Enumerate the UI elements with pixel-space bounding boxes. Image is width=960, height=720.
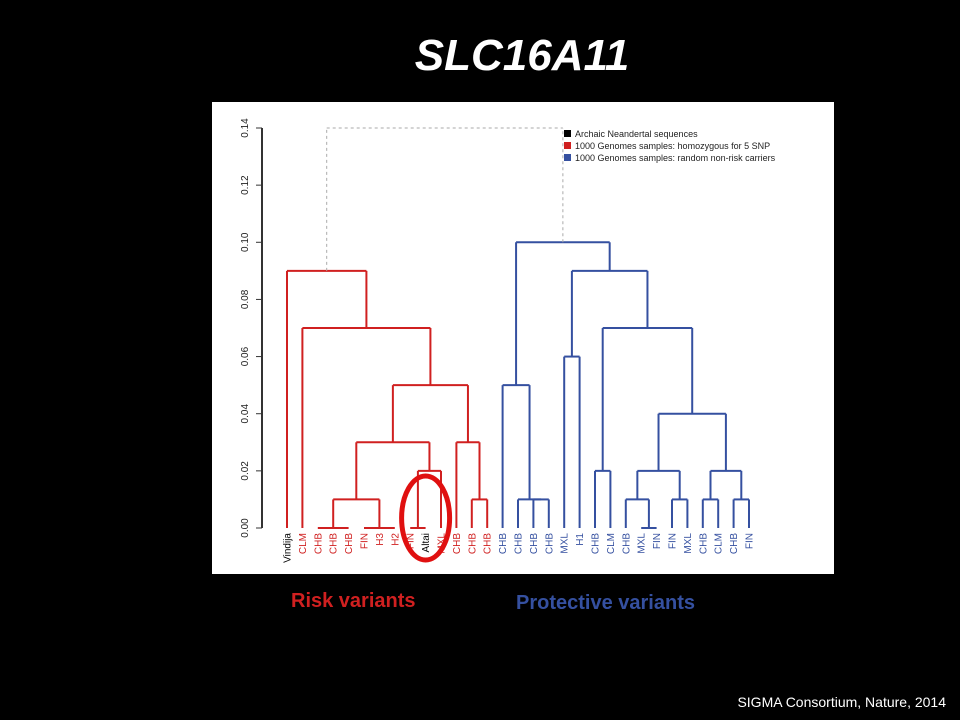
y-tick-label: 0.08 bbox=[240, 289, 251, 309]
citation: SIGMA Consortium, Nature, 2014 bbox=[737, 694, 946, 710]
dendrogram-figure: 0.00 0.02 0.04 0.06 0.08 0.10 0.12 0.14 Vindija C… bbox=[212, 102, 834, 574]
y-tick-label: 0.04 bbox=[240, 404, 251, 424]
leaf-label: CHB bbox=[729, 533, 740, 554]
leaf-label: FIN bbox=[652, 533, 663, 549]
leaf-label: Altai bbox=[421, 533, 432, 552]
leaf-label: CHB bbox=[313, 533, 324, 554]
leaf-label: CHB bbox=[544, 533, 555, 554]
leaf-label: FIN bbox=[360, 533, 371, 549]
leaf-label: CHB bbox=[498, 533, 509, 554]
leaf-label: MXL bbox=[637, 533, 648, 554]
y-tick-label: 0.06 bbox=[240, 346, 251, 366]
protective-variants-caption: Protective variants bbox=[516, 592, 695, 614]
y-tick-label: 0.10 bbox=[240, 232, 251, 252]
leaf-label: Vindija bbox=[283, 533, 294, 563]
y-tick-label: 0.00 bbox=[240, 518, 251, 538]
legend-entry: Archaic Neandertal sequences bbox=[575, 129, 698, 139]
leaf-label: CHB bbox=[344, 533, 355, 554]
leaf-label: CHB bbox=[621, 533, 632, 554]
slide-title: SLC16A11 bbox=[0, 28, 960, 84]
leaf-label: CHB bbox=[698, 533, 709, 554]
leaf-label: FIN bbox=[668, 533, 679, 549]
risk-variants-caption: Risk variants bbox=[291, 590, 416, 612]
leaf-label: CHB bbox=[514, 533, 525, 554]
legend-entry: 1000 Genomes samples: homozygous for 5 S… bbox=[575, 141, 770, 151]
leaf-label: H2 bbox=[390, 533, 401, 546]
leaf-label: CHB bbox=[529, 533, 540, 554]
leaf-label: FIN bbox=[745, 533, 756, 549]
leaf-label: CLM bbox=[606, 533, 617, 554]
leaf-label: CHB bbox=[467, 533, 478, 554]
leaf-label: H1 bbox=[575, 533, 586, 546]
legend-swatch bbox=[564, 154, 571, 161]
leaf-label: H3 bbox=[375, 533, 386, 546]
leaf-label: MXL bbox=[437, 533, 448, 554]
leaf-label: CHB bbox=[452, 533, 463, 554]
leaf-label: MXL bbox=[560, 533, 571, 554]
leaf-label: CLM bbox=[714, 533, 725, 554]
y-tick-label: 0.02 bbox=[240, 461, 251, 481]
dendrogram-svg: 0.00 0.02 0.04 0.06 0.08 0.10 0.12 0.14 Vindija C… bbox=[240, 118, 776, 563]
legend-swatch bbox=[564, 142, 571, 149]
leaf-label: CLM bbox=[298, 533, 309, 554]
leaf-label: CHB bbox=[591, 533, 602, 554]
leaf-label: CHB bbox=[329, 533, 340, 554]
leaf-label: MXL bbox=[683, 533, 694, 554]
slide-title-text: SLC16A11 bbox=[414, 31, 630, 80]
leaf-label: CHB bbox=[483, 533, 494, 554]
y-tick-label: 0.12 bbox=[240, 175, 251, 195]
leaf-label: FIN bbox=[406, 533, 417, 549]
highlight-circle bbox=[399, 473, 453, 563]
y-tick-label: 0.14 bbox=[240, 118, 251, 138]
legend-swatch bbox=[564, 130, 571, 137]
legend-entry: 1000 Genomes samples: random non-risk ca… bbox=[575, 153, 776, 163]
